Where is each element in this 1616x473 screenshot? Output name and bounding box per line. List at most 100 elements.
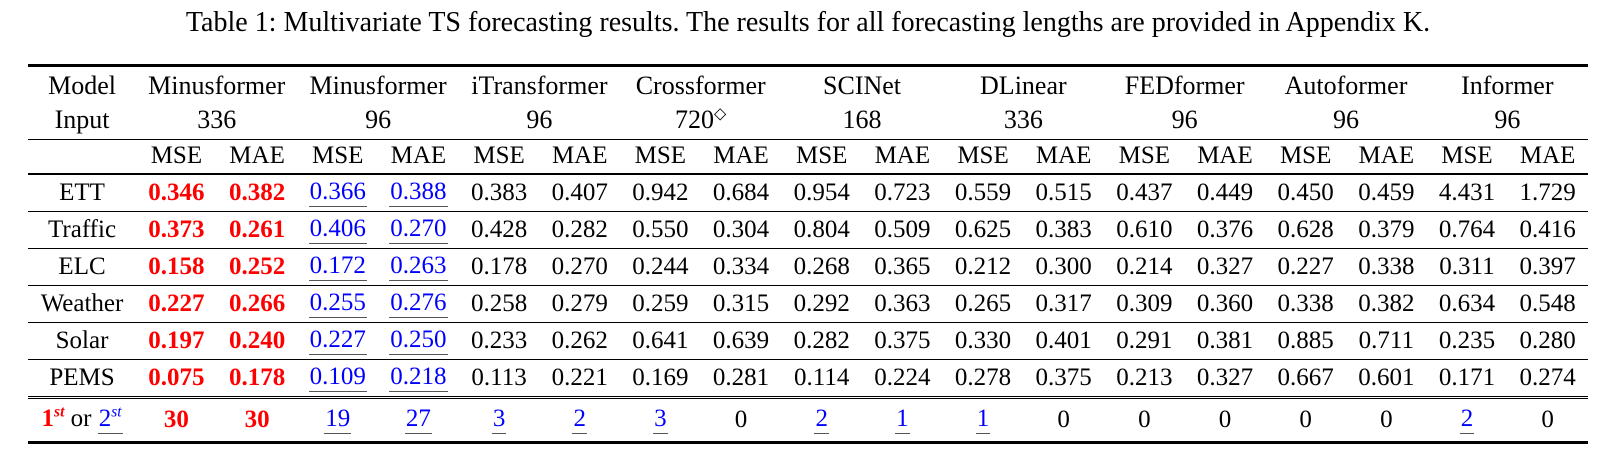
rank-count-value: 1: [975, 405, 991, 435]
metric-value-cell: 0.252: [216, 248, 298, 286]
metric-value-cell: 0.282: [781, 322, 863, 360]
rank-count-cell: 0: [1104, 395, 1185, 443]
metric-value: 0.667: [1277, 363, 1334, 391]
metric-value: 0.261: [228, 215, 286, 243]
rank-count-cell: 2: [539, 395, 621, 443]
table-row: Weather 0.227 0.266 0.255 0.276 0.258 0.279 0.2…: [28, 285, 1588, 323]
metric-label-mae: MAE: [1023, 139, 1104, 175]
input-length-value: 96: [1494, 104, 1521, 134]
model-name: DLinear: [980, 70, 1067, 100]
model-input-length: 96: [1104, 103, 1265, 137]
rank-count-value: 0: [734, 405, 748, 433]
metric-value: 0.634: [1438, 289, 1496, 317]
metric-value-cell: 0.885: [1265, 322, 1346, 360]
metric-value: 0.311: [1439, 252, 1495, 280]
header-model-row: Model Input Minusformer 336 Minusformer 96 iTr…: [28, 65, 1588, 140]
metric-label-mse: MSE: [458, 139, 540, 175]
metric-value-cell: 0.375: [1023, 359, 1104, 398]
metric-value-cell: 0.383: [458, 173, 540, 212]
rank-count-value: 3: [653, 405, 668, 435]
metric-value: 0.416: [1519, 215, 1576, 243]
metric-value: 0.227: [308, 326, 367, 356]
metric-value-cell: 0.265: [942, 285, 1024, 323]
model-header-minusformer-96: Minusformer 96: [297, 65, 459, 140]
metric-value: 0.330: [954, 326, 1012, 354]
rank-count-cell: 1: [942, 395, 1024, 443]
input-length-value: 96: [526, 104, 553, 134]
metric-value-cell: 0.214: [1104, 248, 1185, 286]
second-rank-ordinal: st: [111, 403, 122, 421]
metric-value-cell: 0.330: [942, 322, 1024, 360]
metric-value-cell: 0.379: [1345, 211, 1427, 249]
metric-label-mse: MSE: [1426, 139, 1508, 175]
header-metric-row: MSE MAE MSE MAE MSE MAE MSE MAE MSE MAE MSE MAE MSE M…: [28, 139, 1588, 175]
dataset-label: Weather: [28, 285, 137, 323]
rank-count-cell: 0: [1184, 395, 1266, 443]
table-row: PEMS 0.075 0.178 0.109 0.218 0.113 0.221 0.169 0…: [28, 359, 1588, 398]
model-input-length: 96: [1265, 103, 1426, 137]
diamond-superscript: ◇: [714, 104, 727, 122]
rank-count-cell: 0: [1023, 395, 1104, 443]
corner-empty-cell: [28, 139, 137, 175]
model-header-itransformer-96: iTransformer 96: [458, 65, 621, 140]
metric-value: 0.437: [1116, 178, 1173, 206]
metric-value-cell: 0.437: [1104, 173, 1185, 212]
metric-value: 0.281: [712, 363, 770, 391]
metric-value: 0.224: [874, 363, 931, 391]
metric-value: 0.764: [1438, 215, 1496, 243]
metric-value: 0.250: [389, 326, 448, 356]
input-length-value: 96: [1332, 104, 1359, 134]
input-length-value: 720: [675, 104, 715, 134]
model-input-length: 96: [297, 103, 458, 137]
metric-value-cell: 0.450: [1265, 173, 1346, 212]
table-row: ETT 0.346 0.382 0.366 0.388 0.383 0.407 0.942 0.…: [28, 173, 1588, 212]
metric-label-mae: MAE: [216, 139, 298, 175]
metric-value: 0.178: [228, 363, 286, 391]
metric-value: 0.509: [874, 215, 931, 243]
metric-value-cell: 0.550: [620, 211, 701, 249]
metric-value-cell: 0.169: [620, 359, 701, 398]
table-row: Solar 0.197 0.240 0.227 0.250 0.233 0.262 0.641…: [28, 322, 1588, 360]
metric-value: 0.327: [1196, 252, 1254, 280]
metric-label-mse: MSE: [1265, 139, 1346, 175]
metric-value-cell: 0.300: [1023, 248, 1104, 286]
metric-value-cell: 0.449: [1184, 173, 1266, 212]
first-rank-token: 1st: [42, 404, 65, 432]
metric-value-cell: 0.376: [1184, 211, 1266, 249]
metric-value-cell: 0.158: [136, 248, 217, 286]
metric-value: 0.388: [389, 178, 448, 208]
metric-value: 0.300: [1035, 252, 1092, 280]
dataset-label: ELC: [28, 248, 137, 286]
metric-value-cell: 0.197: [136, 322, 217, 360]
metric-label-mae: MAE: [700, 139, 782, 175]
dataset-label: ETT: [28, 173, 137, 212]
metric-value: 0.270: [551, 252, 608, 280]
metric-value: 0.625: [954, 215, 1012, 243]
metric-value-cell: 0.240: [216, 322, 298, 360]
metric-value-cell: 0.366: [297, 173, 379, 212]
metric-value-cell: 0.327: [1184, 359, 1266, 398]
corner-model-label: Model: [48, 70, 116, 100]
corner-input-label: Input: [54, 104, 110, 134]
metric-value-cell: 0.263: [378, 248, 459, 286]
metric-value: 0.338: [1277, 289, 1334, 317]
metric-value: 0.382: [1358, 289, 1415, 317]
rank-count-cell: 1: [862, 395, 943, 443]
metric-value: 0.334: [712, 252, 770, 280]
metric-value-cell: 0.388: [378, 173, 459, 212]
metric-value-cell: 0.304: [700, 211, 782, 249]
metric-value: 0.113: [471, 363, 527, 391]
metric-value-cell: 0.282: [539, 211, 621, 249]
metric-value-cell: 0.723: [862, 173, 943, 212]
metric-label-mse: MSE: [1104, 139, 1185, 175]
metric-value: 0.382: [228, 178, 286, 206]
model-header-autoformer-96: Autoformer 96: [1265, 65, 1427, 140]
model-name: iTransformer: [471, 70, 608, 100]
metric-value-cell: 0.373: [136, 211, 217, 249]
dataset-label: Traffic: [28, 211, 137, 249]
rank-count-value: 2: [1459, 405, 1475, 435]
metric-value-cell: 0.375: [862, 322, 943, 360]
metric-value: 0.450: [1277, 178, 1334, 206]
metric-value: 0.227: [148, 289, 205, 317]
model-name: FEDformer: [1124, 70, 1245, 100]
